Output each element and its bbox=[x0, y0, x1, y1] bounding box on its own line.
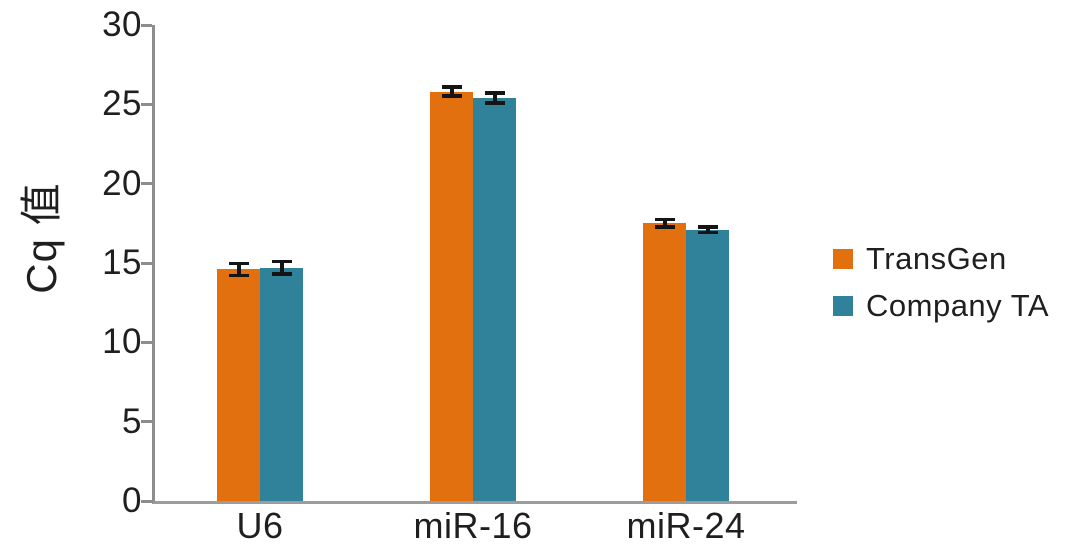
error-bar-company-ta-u6 bbox=[271, 272, 292, 276]
y-tick-mark-30 bbox=[141, 23, 152, 27]
error-bar-company-ta-mir-24 bbox=[705, 226, 710, 233]
bar-company-ta-u6 bbox=[260, 259, 303, 501]
error-bar-transgen-u6 bbox=[228, 273, 249, 278]
legend-label-transgen: TransGen bbox=[866, 241, 1007, 276]
x-tick-label-mir-16: miR-16 bbox=[413, 505, 533, 546]
y-tick-label-30: 30 bbox=[102, 5, 142, 44]
legend-label-company-ta: Company TA bbox=[866, 288, 1050, 323]
legend-item-transgen: TransGen bbox=[833, 240, 1007, 278]
error-bar-transgen-u6 bbox=[236, 263, 241, 276]
error-bar-company-ta-mir-16 bbox=[484, 101, 505, 105]
legend-swatch-company-ta bbox=[833, 296, 853, 316]
y-tick-mark-0 bbox=[141, 499, 152, 503]
error-bar-transgen-mir-24 bbox=[654, 217, 675, 222]
y-tick-label-10: 10 bbox=[102, 322, 142, 362]
bar-transgen-mir-16 bbox=[430, 85, 473, 501]
x-tick-label-u6: U6 bbox=[236, 505, 284, 546]
error-bar-transgen-mir-16 bbox=[441, 85, 462, 89]
y-tick-label-20: 20 bbox=[102, 163, 142, 203]
y-tick-mark-25 bbox=[141, 102, 152, 106]
y-tick-mark-20 bbox=[141, 182, 152, 186]
error-bar-company-ta-mir-16 bbox=[492, 92, 497, 104]
y-tick-mark-15 bbox=[141, 261, 152, 265]
error-bar-transgen-mir-16 bbox=[441, 94, 462, 98]
bar-transgen-u6 bbox=[217, 261, 260, 501]
bar-transgen-mir-24 bbox=[643, 217, 686, 501]
error-bar-company-ta-u6 bbox=[271, 259, 292, 264]
y-tick-label-25: 25 bbox=[102, 84, 142, 124]
legend-item-company-ta: Company TA bbox=[833, 287, 1049, 325]
error-bar-company-ta-u6 bbox=[279, 261, 284, 275]
y-tick-mark-10 bbox=[141, 340, 152, 344]
error-bar-company-ta-mir-24 bbox=[697, 225, 718, 229]
legend-swatch-transgen bbox=[833, 249, 853, 269]
error-bar-company-ta-mir-24 bbox=[697, 230, 718, 235]
error-bar-company-ta-mir-16 bbox=[484, 91, 505, 95]
y-tick-mark-5 bbox=[141, 420, 152, 424]
y-axis-title: Cq 值 bbox=[18, 182, 65, 294]
y-tick-label-5: 5 bbox=[122, 401, 142, 441]
x-tick-label-mir-24: miR-24 bbox=[626, 505, 746, 546]
y-tick-label-0: 0 bbox=[122, 481, 142, 520]
error-bar-transgen-u6 bbox=[228, 261, 249, 266]
error-bar-transgen-mir-24 bbox=[662, 219, 667, 228]
bar-company-ta-mir-16 bbox=[473, 91, 516, 501]
error-bar-transgen-mir-16 bbox=[449, 86, 454, 97]
error-bar-transgen-mir-24 bbox=[654, 225, 675, 229]
bar-company-ta-mir-24 bbox=[686, 225, 729, 501]
y-tick-label-15: 15 bbox=[102, 243, 142, 282]
plot-area bbox=[141, 23, 797, 504]
